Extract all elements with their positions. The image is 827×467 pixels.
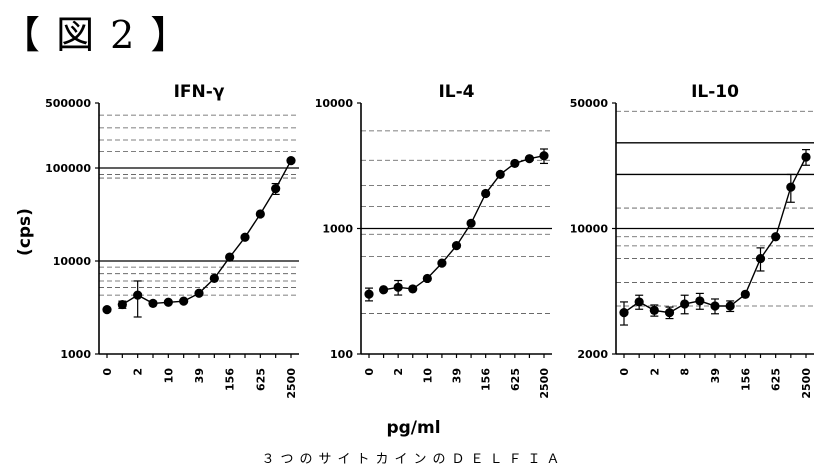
x-tick-label: 2500 xyxy=(800,368,813,399)
x-tick-label: 10 xyxy=(421,368,434,384)
data-point xyxy=(755,253,766,264)
y-tick-label: 100000 xyxy=(45,162,91,175)
x-tick-label: 156 xyxy=(480,368,493,391)
y-tick-label: 10000 xyxy=(53,255,92,268)
y-tick-label: 10000 xyxy=(570,223,609,236)
x-tick-label: 39 xyxy=(709,368,722,383)
data-point xyxy=(481,188,491,199)
x-tick-label: 156 xyxy=(739,368,752,391)
panel-title: IFN-γ xyxy=(174,82,225,102)
data-point xyxy=(437,258,447,268)
x-tick-label: 625 xyxy=(254,368,267,391)
data-point xyxy=(194,288,204,298)
data-point xyxy=(240,232,250,242)
figure-caption: ３つのサイトカインのＤＥＬＦＩＡ xyxy=(261,452,566,467)
data-point xyxy=(378,285,389,295)
y-tick-label: 1000 xyxy=(60,348,91,361)
data-point xyxy=(225,252,235,262)
y-tick-label: 1000 xyxy=(322,223,353,236)
chart-panel-2: IL-4 100 1000 10000 0 2 10 39 156 625 2500 xyxy=(315,82,552,399)
x-tick-label: 156 xyxy=(224,368,237,391)
x-tick-label: 625 xyxy=(770,368,783,391)
chart-panel-3: IL-10 2000 10000 50000 0 2 8 39 156 625 2500 xyxy=(570,82,814,399)
data-point xyxy=(466,218,476,228)
data-point xyxy=(680,299,690,309)
data-point xyxy=(271,184,281,194)
data-point xyxy=(510,158,520,169)
fit-curve xyxy=(121,160,292,306)
data-point xyxy=(634,297,644,307)
panel-title: IL-4 xyxy=(438,82,474,102)
x-tick-label: 625 xyxy=(509,368,522,391)
data-point xyxy=(524,154,535,164)
x-tick-label: 10 xyxy=(162,368,175,384)
data-point xyxy=(179,296,189,306)
data-point xyxy=(286,156,296,166)
data-point xyxy=(619,308,629,318)
data-point xyxy=(451,241,462,251)
data-point xyxy=(664,308,675,318)
x-tick-label: 0 xyxy=(363,368,376,376)
x-tick-label: 2500 xyxy=(538,368,551,399)
data-point xyxy=(209,273,219,284)
x-tick-label: 39 xyxy=(193,368,206,383)
data-point xyxy=(771,232,781,242)
y-axis-label: (cps) xyxy=(15,208,35,256)
data-point xyxy=(102,305,112,315)
data-point xyxy=(710,301,720,311)
y-tick-label: 500000 xyxy=(45,97,91,110)
data-point xyxy=(495,169,505,179)
data-point xyxy=(801,152,811,162)
data-point xyxy=(408,284,418,294)
x-axis-label: pg/ml xyxy=(386,418,441,438)
x-tick-label: 2 xyxy=(132,368,145,376)
data-point xyxy=(422,273,432,284)
panel-title: IL-10 xyxy=(691,82,739,102)
figure-label: 【 図 2 】 xyxy=(2,13,191,57)
x-tick-label: 0 xyxy=(101,368,114,376)
x-tick-label: 0 xyxy=(618,368,631,376)
fit-curve xyxy=(383,155,545,291)
y-tick-label: 50000 xyxy=(570,97,609,110)
data-point xyxy=(539,151,549,161)
x-tick-label: 2 xyxy=(648,368,661,376)
y-tick-label: 10000 xyxy=(315,97,354,110)
y-tick-label: 100 xyxy=(330,348,353,361)
data-point xyxy=(117,299,127,310)
x-tick-label: 2 xyxy=(392,368,405,376)
data-point xyxy=(393,282,403,292)
data-point xyxy=(649,305,659,315)
data-point xyxy=(148,298,158,309)
data-point xyxy=(786,182,796,192)
x-tick-label: 8 xyxy=(679,368,692,376)
data-point xyxy=(725,301,735,311)
data-point xyxy=(695,296,705,306)
x-tick-label: 2500 xyxy=(285,368,298,399)
data-point xyxy=(364,289,374,299)
data-point xyxy=(255,209,265,219)
data-point xyxy=(133,290,143,300)
data-point xyxy=(163,297,173,307)
y-tick-label: 2000 xyxy=(577,348,608,361)
chart-panel-1: IFN-γ 1000 10000 100000 500000 0 2 10 39 156 625 25… xyxy=(45,82,299,399)
data-point xyxy=(740,289,750,299)
x-tick-label: 39 xyxy=(451,368,464,383)
